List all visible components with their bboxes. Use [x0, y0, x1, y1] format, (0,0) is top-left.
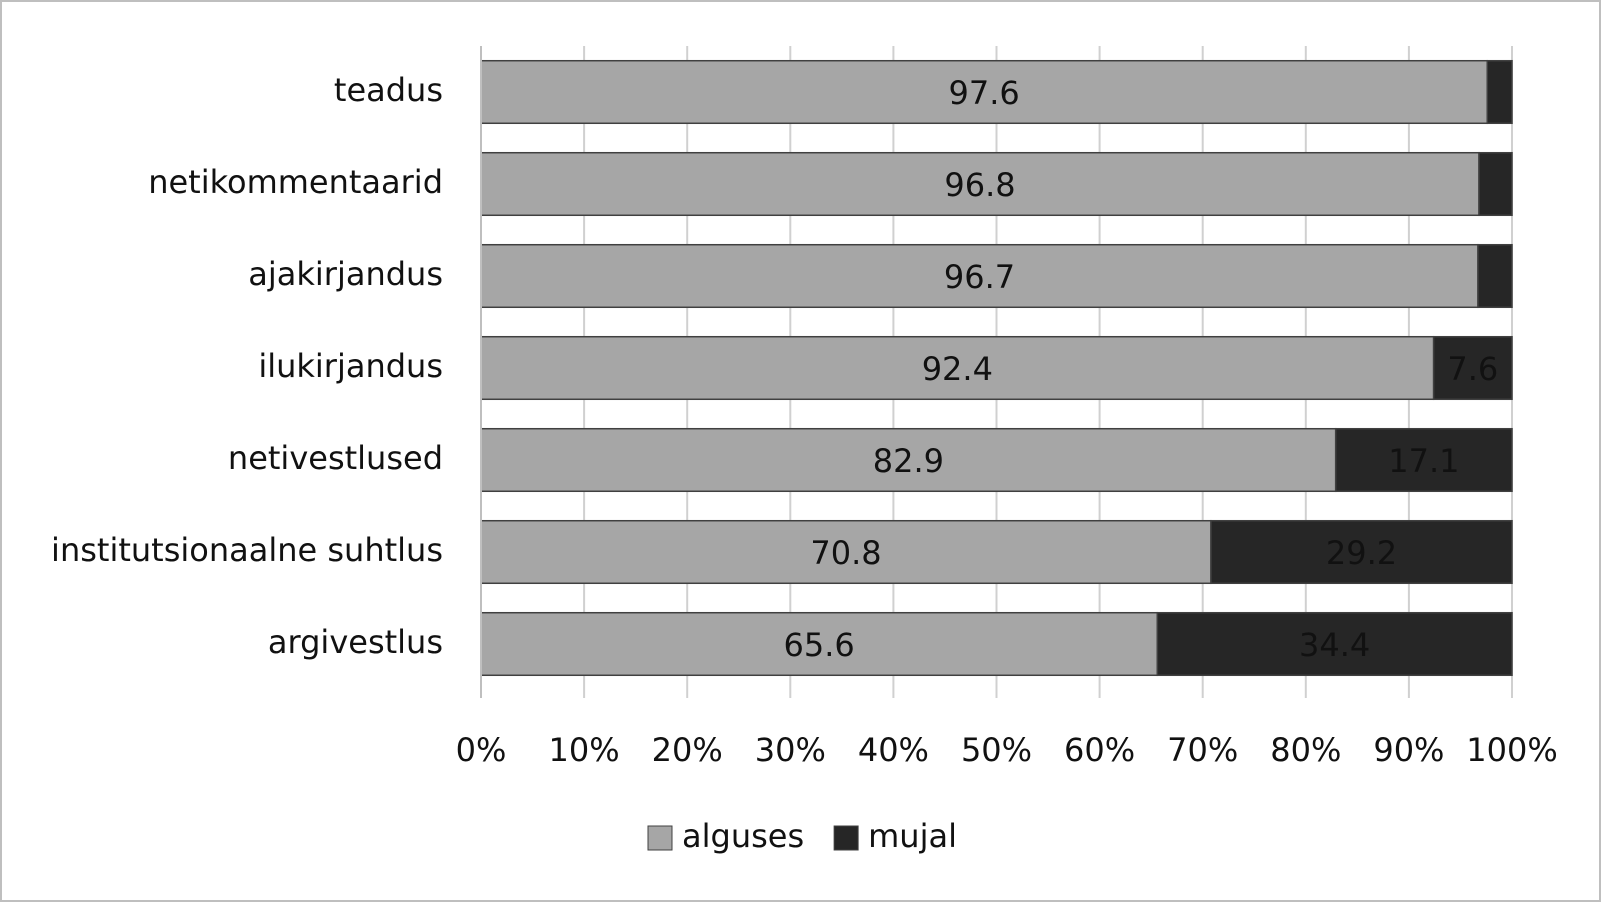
- data-label: 92.4: [922, 350, 993, 388]
- bar-segment: [1477, 243, 1513, 309]
- data-label: 97.6: [949, 74, 1020, 112]
- bar-segment: [1156, 611, 1513, 677]
- x-tick-label: 50%: [961, 731, 1032, 769]
- data-label: 29.2: [1326, 534, 1397, 572]
- bar-segment: [1486, 59, 1513, 125]
- bar-segment: [480, 59, 1489, 125]
- x-tick-label: 0%: [456, 731, 507, 769]
- x-tick-label: 60%: [1064, 731, 1135, 769]
- x-tick-label: 30%: [755, 731, 826, 769]
- bar-segment: [480, 427, 1337, 493]
- x-tick-label: 40%: [858, 731, 929, 769]
- x-tick-label: 100%: [1466, 731, 1557, 769]
- x-tick-label: 20%: [652, 731, 723, 769]
- data-label: 82.9: [873, 442, 944, 480]
- legend-swatch: [833, 825, 859, 851]
- bar-segment: [480, 519, 1212, 585]
- x-tick-label: 10%: [549, 731, 620, 769]
- y-tick-label: ajakirjandus: [248, 255, 443, 293]
- data-label: 96.8: [944, 166, 1015, 204]
- y-tick-label: teadus: [334, 71, 443, 109]
- data-label: 7.6: [1447, 350, 1498, 388]
- x-tick-label: 80%: [1270, 731, 1341, 769]
- bar-segment: [480, 243, 1479, 309]
- y-tick-label: netivestlused: [228, 439, 443, 477]
- data-label: 17.1: [1388, 442, 1459, 480]
- legend-label: mujal: [868, 817, 957, 855]
- data-label: 70.8: [810, 534, 881, 572]
- bar-segment: [1334, 427, 1513, 493]
- y-tick-label: argivestlus: [268, 623, 443, 661]
- x-tick-label: 90%: [1373, 731, 1444, 769]
- y-tick-label: ilukirjandus: [258, 347, 443, 385]
- data-label: 65.6: [784, 626, 855, 664]
- bar-segment: [480, 335, 1435, 401]
- data-label: 96.7: [944, 258, 1015, 296]
- legend-label: alguses: [682, 817, 804, 855]
- bar-segment: [480, 611, 1159, 677]
- data-label: 34.4: [1299, 626, 1370, 664]
- legend-swatch: [647, 825, 673, 851]
- y-tick-label: institutsionaalne suhtlus: [51, 531, 443, 569]
- bar-segment: [1432, 335, 1513, 401]
- y-tick-label: netikommentaarid: [148, 163, 443, 201]
- bar-segment: [1478, 151, 1513, 217]
- bar-segment: [1210, 519, 1513, 585]
- x-tick-label: 70%: [1167, 731, 1238, 769]
